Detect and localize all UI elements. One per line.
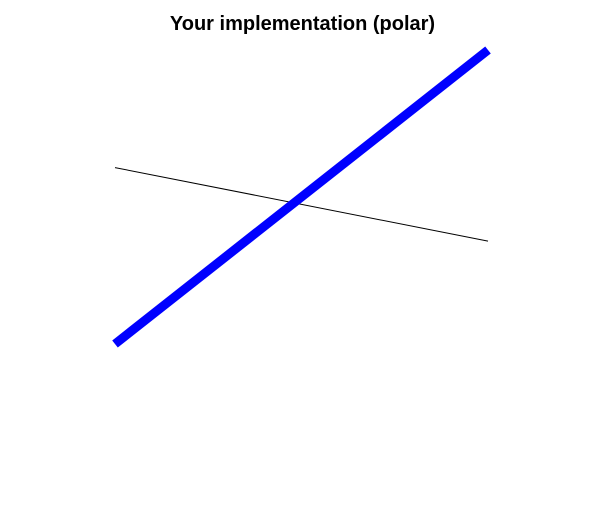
blue-thick-line-series-1 [112, 46, 491, 348]
black-thin-line-series-0 [114, 167, 489, 242]
chart-title: Your implementation (polar) [169, 13, 436, 35]
